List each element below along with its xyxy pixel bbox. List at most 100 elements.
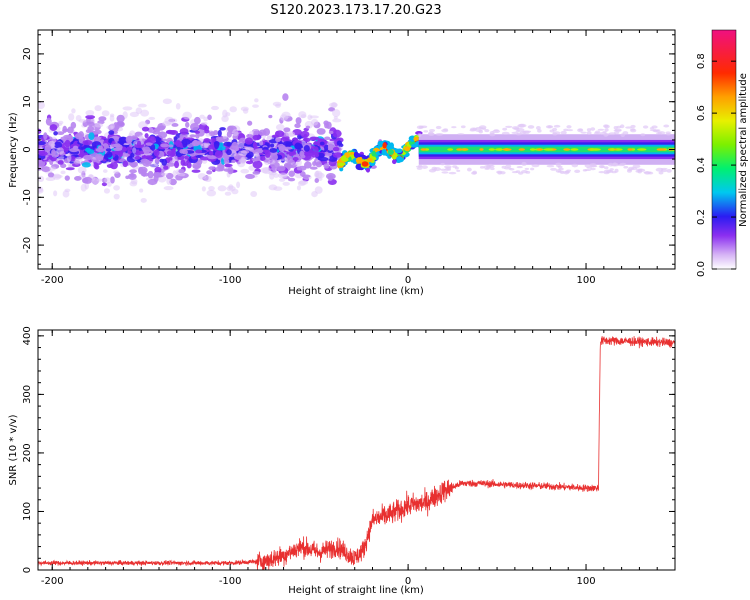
heatmap-cell: [560, 130, 567, 135]
heatmap-cell: [226, 131, 232, 138]
heatmap-cell: [472, 127, 478, 131]
heatmap-cell: [155, 136, 162, 143]
heatmap-cell: [49, 166, 57, 171]
heatmap-cell: [296, 185, 302, 191]
heatmap-cell: [95, 147, 106, 153]
heatmap-cell: [69, 148, 79, 153]
heatmap-cell: [122, 160, 129, 168]
heatmap-cell: [131, 135, 138, 141]
heatmap-cell: [113, 185, 120, 191]
heatmap-cell: [505, 164, 512, 169]
heatmap-cell: [38, 128, 42, 135]
heatmap-cell: [440, 168, 446, 171]
heatmap-cell: [64, 188, 71, 193]
heatmap-cell: [162, 138, 168, 142]
heatmap-cell: [663, 124, 670, 128]
colorbar-tick-label: 0.0: [696, 261, 707, 277]
heatmap-cell: [420, 148, 427, 151]
heatmap-cell: [339, 166, 344, 172]
colorbar-ticks: 0.0 0.2 0.4 0.6 0.8: [696, 53, 736, 277]
heatmap-cell: [386, 144, 393, 150]
heatmap-cell: [486, 164, 491, 169]
heatmap-cell: [206, 170, 213, 175]
heatmap-cell: [236, 181, 241, 189]
heatmap-cell: [604, 124, 610, 129]
snr-xlabel: Height of straight line (km): [288, 585, 424, 596]
heatmap-cell: [298, 111, 307, 119]
heatmap-cell: [590, 127, 596, 131]
heatmap-cell: [295, 117, 302, 125]
heatmap-cell: [83, 154, 93, 161]
x-tick-label: -100: [219, 275, 242, 286]
heatmap-cell: [531, 163, 540, 168]
heatmap-cell: [205, 133, 211, 137]
heatmap-cell: [38, 150, 48, 157]
heatmap-cell: [421, 125, 428, 129]
heatmap-cell: [182, 111, 193, 120]
heatmap-cell: [179, 127, 189, 135]
heatmap-cell: [305, 125, 311, 129]
heatmap-cell: [521, 169, 528, 174]
heatmap-cell: [169, 130, 179, 135]
heatmap-cell: [70, 121, 77, 129]
heatmap-cell: [194, 130, 201, 134]
heatmap-cell: [622, 131, 629, 135]
heatmap-cell: [324, 122, 330, 129]
heatmap-cell: [40, 166, 51, 173]
heatmap-cell: [656, 148, 664, 151]
heatmap-cell: [106, 163, 114, 168]
heatmap-cell: [214, 141, 220, 150]
heatmap-cell: [226, 141, 231, 147]
heatmap-cell: [314, 186, 323, 194]
heatmap-cell: [337, 162, 345, 167]
heatmap-cell: [421, 165, 428, 169]
heatmap-cell: [78, 119, 87, 123]
heatmap-cell: [619, 162, 627, 166]
heatmap-cell: [287, 177, 296, 182]
heatmap-cell: [206, 189, 217, 197]
heatmap-cell: [160, 143, 169, 148]
heatmap-cell: [558, 167, 564, 171]
heatmap-cell: [285, 163, 291, 167]
heatmap-cell: [51, 149, 56, 157]
heatmap-cell: [456, 148, 464, 151]
heatmap-cell: [144, 155, 154, 159]
heatmap-cell: [290, 162, 299, 166]
heatmap-cell: [156, 125, 166, 131]
heatmap-cell: [53, 190, 58, 197]
heatmap-cell: [478, 129, 483, 134]
heatmap-cell: [207, 155, 217, 160]
heatmap-cell: [162, 98, 172, 105]
heatmap-cell: [218, 164, 225, 172]
heatmap-cell: [560, 171, 565, 175]
heatmap-cell: [238, 150, 248, 157]
heatmap-cell: [231, 141, 239, 150]
heatmap-cell: [113, 193, 120, 200]
heatmap-cell: [304, 137, 311, 143]
heatmap-cell: [574, 169, 581, 174]
heatmap-cell: [192, 165, 201, 169]
heatmap-cell: [324, 136, 331, 141]
heatmap-cell: [479, 148, 484, 151]
heatmap-cell: [344, 157, 349, 162]
heatmap-cell: [466, 167, 472, 172]
heatmap-cell: [324, 144, 329, 151]
heatmap-cell: [275, 124, 285, 131]
heatmap-cell: [404, 146, 411, 152]
heatmap-cell: [283, 146, 293, 150]
heatmap-cell: [252, 129, 259, 137]
heatmap-cell: [141, 126, 150, 132]
heatmap-cell: [85, 114, 96, 120]
heatmap-cell: [488, 148, 495, 151]
heatmap-cell: [208, 166, 216, 171]
heatmap-cell: [666, 133, 671, 136]
heatmap-cell: [625, 126, 632, 129]
heatmap-cell: [530, 167, 535, 171]
heatmap-cell: [38, 101, 45, 110]
heatmap-cell: [219, 127, 226, 131]
heatmap-cell: [141, 169, 147, 177]
heatmap-cell: [181, 138, 192, 145]
heatmap-cell: [323, 163, 330, 169]
heatmap-cell: [252, 160, 263, 169]
heatmap-cell: [148, 116, 156, 120]
